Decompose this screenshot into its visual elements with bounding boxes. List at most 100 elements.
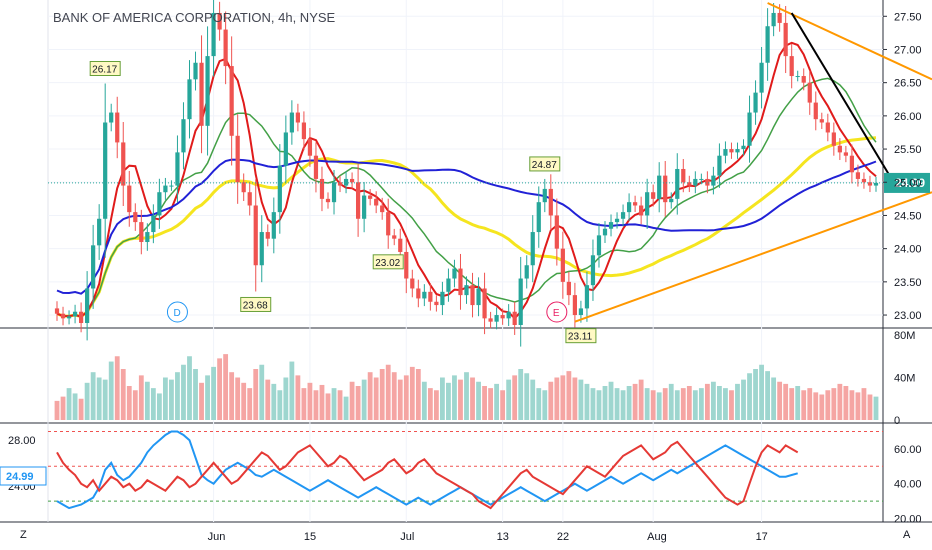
volume-bar	[156, 393, 162, 420]
volume-bar	[108, 361, 114, 420]
time-axis-label: Aug	[647, 531, 667, 543]
volume-bar	[223, 354, 229, 420]
ma-yellow-line	[56, 136, 877, 319]
candle-body	[645, 192, 650, 216]
volume-bar	[162, 377, 168, 420]
price-annotation-label: 23.11	[568, 332, 593, 343]
volume-bar	[283, 377, 289, 420]
candle-body	[374, 198, 379, 206]
volume-bar	[211, 366, 216, 420]
candle-body	[452, 268, 457, 279]
candle-body	[362, 195, 367, 219]
candle-body	[633, 202, 638, 206]
rsi-red-line	[56, 440, 799, 510]
volume-bar	[855, 392, 861, 420]
volume-bar	[409, 366, 415, 420]
volume-bar	[753, 369, 758, 420]
rsi-tick-label: 60.00	[894, 444, 922, 456]
ma-blue-line	[56, 158, 877, 295]
candle-body	[259, 232, 264, 266]
volume-bar	[590, 388, 596, 420]
candle-body	[368, 195, 373, 199]
volume-bar	[373, 377, 379, 420]
candle-body	[151, 215, 156, 233]
volume-bar	[241, 382, 247, 420]
volume-bar	[60, 396, 66, 420]
volume-bar	[271, 383, 277, 420]
candle-body	[560, 248, 565, 282]
candle-body	[867, 182, 873, 186]
price-tick-label: 26.00	[894, 111, 922, 123]
volume-bar	[482, 386, 487, 420]
candle-body	[277, 165, 282, 213]
price-tick-label: 27.00	[894, 44, 922, 56]
candle-body	[307, 139, 313, 156]
candle-body	[380, 205, 385, 213]
candle-body	[861, 178, 867, 183]
volume-bar	[837, 383, 843, 420]
candle-body	[163, 185, 168, 193]
left-axis-tick-label: 28.00	[8, 435, 36, 447]
candle-body	[247, 192, 252, 206]
volume-bar	[686, 386, 692, 420]
volume-bar	[205, 375, 210, 420]
volume-bar	[735, 383, 740, 420]
candle-body	[386, 212, 391, 236]
auto-scale-z-button[interactable]: Z	[20, 529, 27, 541]
volume-bar	[867, 394, 873, 420]
volume-bar	[54, 400, 60, 420]
volume-bar	[783, 383, 789, 420]
candle-body	[584, 285, 590, 309]
volume-bar	[825, 390, 831, 420]
candle-body	[681, 168, 686, 183]
volume-bar	[729, 390, 734, 420]
candle-body	[837, 145, 842, 153]
volume-bar	[741, 379, 746, 420]
candle-body	[494, 315, 499, 322]
candle-body	[831, 132, 836, 146]
volume-bar	[126, 386, 132, 420]
candle-body	[313, 155, 319, 179]
trendlines[interactable]	[574, 2, 932, 323]
rsi-tick-label: 20.00	[894, 514, 922, 526]
candle-body	[777, 12, 782, 23]
price-annotation-box	[89, 61, 121, 76]
candle-body	[72, 311, 78, 317]
volume-bar	[710, 381, 716, 420]
candle-body	[849, 155, 855, 173]
time-axis-label: 13	[497, 531, 509, 543]
candle-body	[873, 182, 879, 186]
candle-body	[103, 122, 108, 219]
resistance-trendline	[790, 12, 895, 184]
candle-body	[422, 291, 427, 299]
volume-bar	[319, 384, 325, 420]
volume-bar	[102, 379, 108, 420]
candle-body	[795, 76, 800, 78]
candle-body	[331, 182, 337, 203]
price-tick-label: 27.50	[894, 11, 922, 23]
volume-bar	[548, 381, 554, 420]
volume-bar	[572, 377, 578, 420]
volume-bar	[674, 390, 680, 420]
volume-bar	[78, 398, 84, 420]
candle-body	[729, 149, 734, 153]
event-marker-label: E	[553, 308, 560, 319]
candle-body	[614, 218, 620, 223]
candle-body	[819, 119, 824, 123]
auto-scale-a-button[interactable]: A	[903, 529, 911, 541]
volume-bar	[464, 372, 469, 420]
volume-bar	[421, 381, 427, 420]
price-annotation-box	[529, 156, 561, 172]
volume-bar	[66, 388, 72, 420]
candle-body	[446, 278, 451, 292]
volume-bar	[446, 382, 451, 420]
candle-body	[705, 178, 710, 186]
candle-body	[410, 278, 415, 289]
volume-bar	[560, 375, 566, 420]
candle-body	[235, 135, 240, 183]
ascending-support-trendline	[574, 191, 932, 323]
volume-bar	[530, 379, 536, 420]
candle-body	[289, 112, 294, 133]
candle-body	[807, 82, 812, 103]
